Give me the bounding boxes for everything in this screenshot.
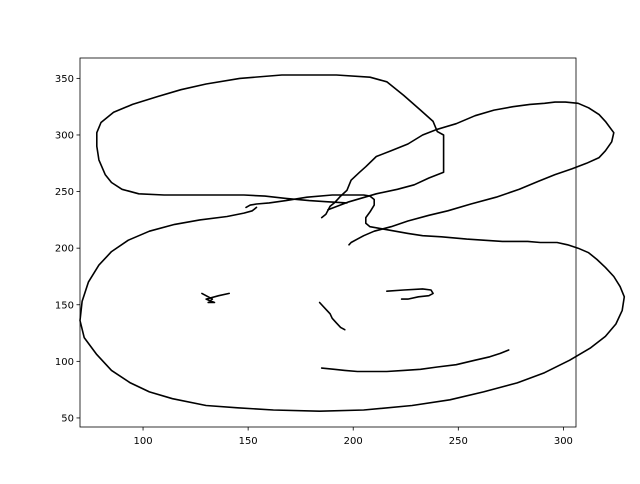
stroke-left-ear xyxy=(96,74,445,211)
strokes-layer xyxy=(79,74,626,413)
y-tick-label: 350 xyxy=(55,74,74,85)
y-tick-label: 250 xyxy=(55,187,74,198)
stroke-right-eye xyxy=(385,288,434,300)
x-tick-label: 300 xyxy=(554,436,573,447)
x-axis: 100 150 200 250 300 xyxy=(134,427,573,447)
axes-frame xyxy=(79,57,577,428)
y-axis: 50 100 150 200 250 300 350 xyxy=(55,74,80,424)
y-tick-label: 150 xyxy=(55,300,74,311)
x-tick-label: 250 xyxy=(449,436,468,447)
plot-area xyxy=(80,58,576,427)
x-tick-label: 200 xyxy=(344,436,363,447)
y-tick-label: 300 xyxy=(55,130,74,141)
x-tick-label: 150 xyxy=(239,436,258,447)
y-tick-label: 200 xyxy=(55,244,74,255)
stroke-right-ear xyxy=(320,101,615,246)
stroke-head xyxy=(79,194,626,413)
y-tick-label: 100 xyxy=(55,357,74,368)
y-tick-label: 50 xyxy=(61,413,74,424)
stroke-nose xyxy=(318,301,346,331)
stroke-left-eye xyxy=(201,292,230,304)
stroke-mouth xyxy=(320,349,510,373)
x-tick-label: 100 xyxy=(134,436,153,447)
